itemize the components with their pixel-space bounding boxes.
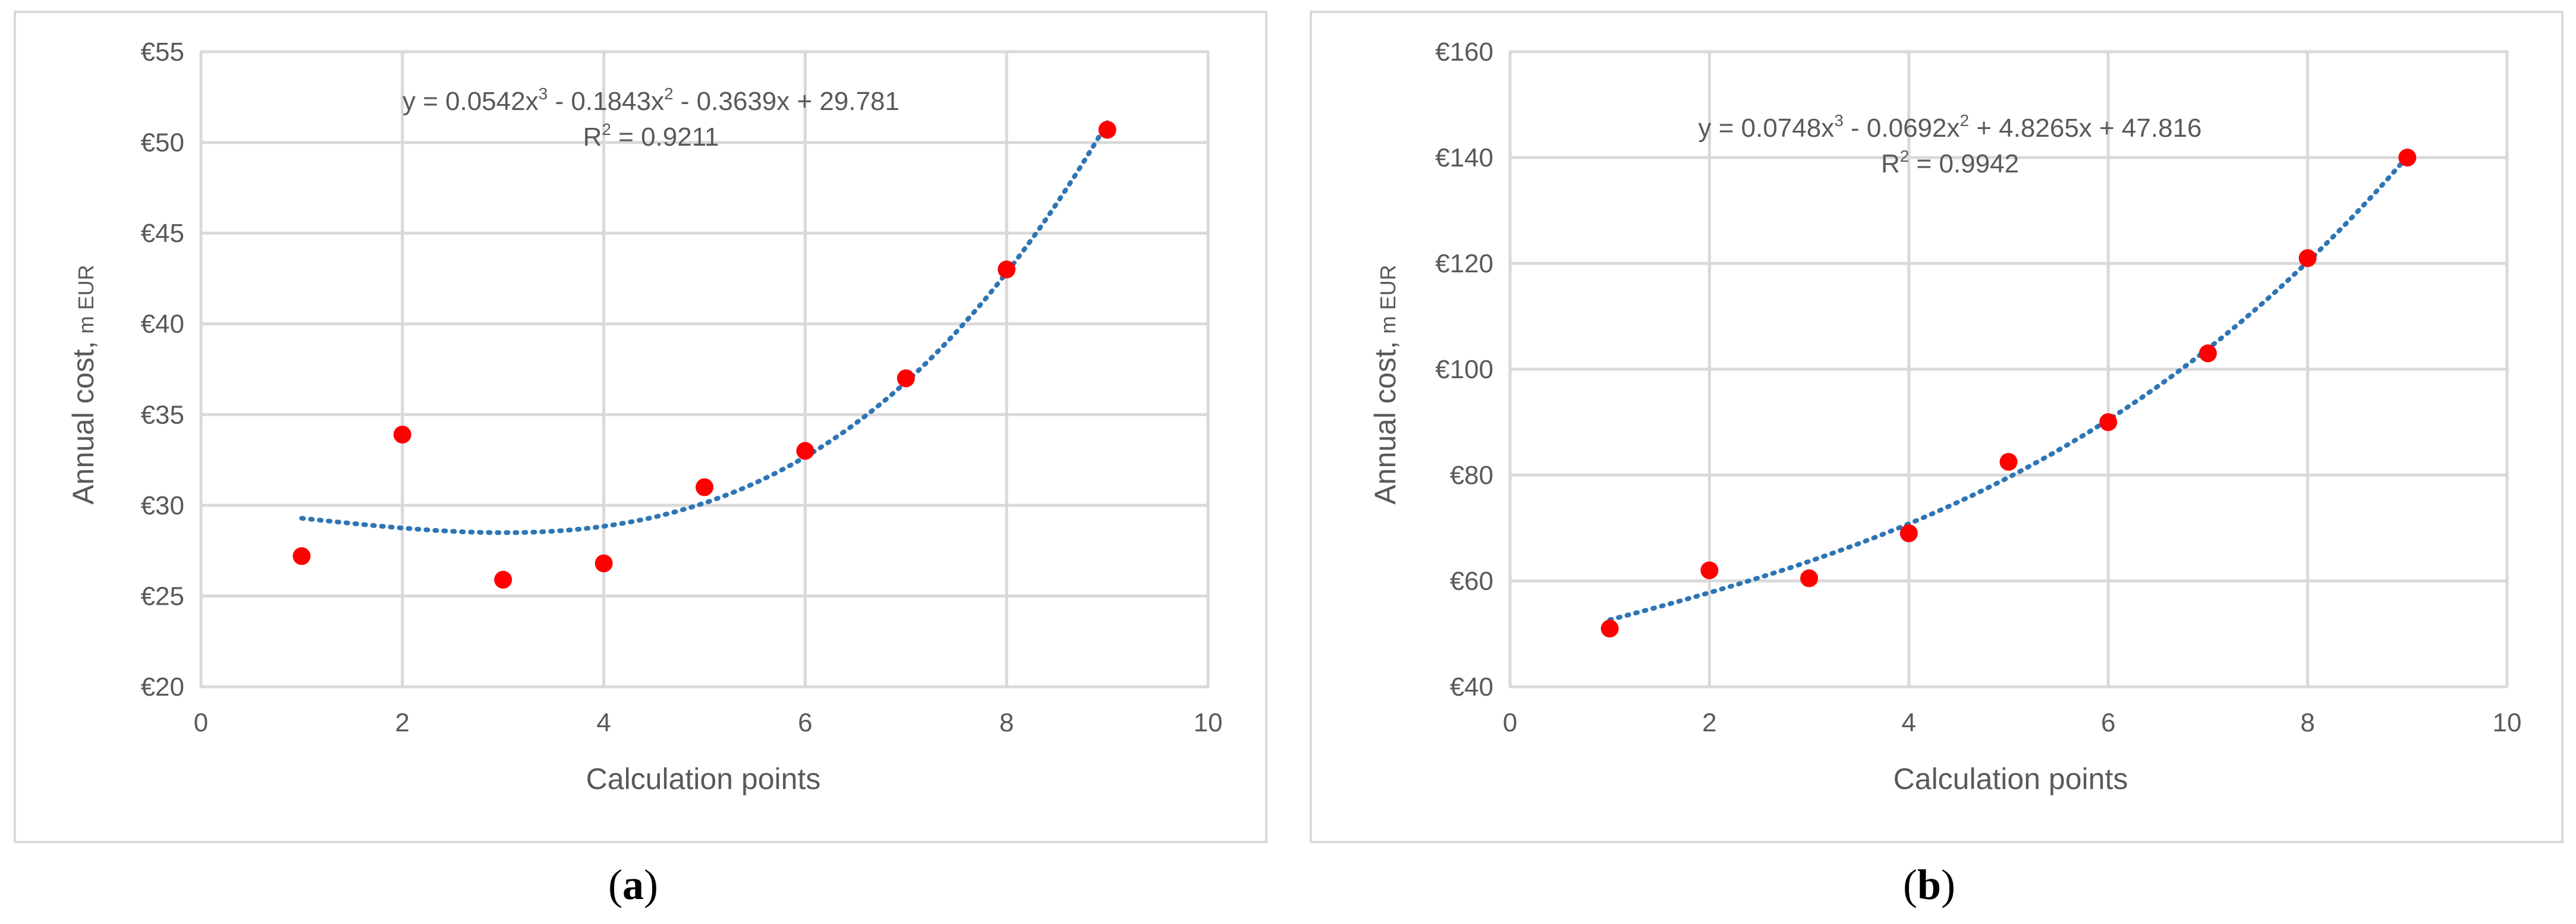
chart-b-y-tick-label: €120 [1435, 249, 1493, 278]
chart-b-y-tick-label: €140 [1435, 143, 1493, 172]
chart-b-frame [1310, 11, 2564, 843]
chart-b-y-ticks: €40 €60 €80 €100 €120 €140 €160 [1435, 37, 1493, 702]
chart-b-y-tick-label: €160 [1435, 37, 1493, 67]
chart-b-x-ticks: 0 2 4 6 8 10 [1503, 708, 2522, 737]
chart-a-data-point [595, 554, 613, 573]
chart-a-data-point [796, 442, 814, 460]
chart-b-plot-area [1509, 51, 2508, 688]
chart-a-data-point [393, 425, 411, 444]
chart-b-trendline [1607, 154, 2410, 623]
chart-b-caption: (b) [1903, 861, 1955, 909]
chart-b-y-tick-label: €40 [1450, 672, 1493, 702]
chart-b-y-tick-label: €100 [1435, 355, 1493, 384]
chart-b-x-tick-label: 10 [2493, 708, 2522, 737]
chart-b-data-point [1700, 561, 1719, 580]
chart-a-x-tick-label: 8 [999, 708, 1014, 737]
chart-a-r-squared: R2 = 0.9211 [583, 120, 719, 152]
chart-b-y-tick-label: €60 [1450, 567, 1493, 596]
chart-b-data-point [2398, 149, 2417, 166]
chart-b: €40 €60 €80 €100 €120 €140 €160 0 2 4 6 8 10 y = 0.… [1310, 11, 2564, 909]
chart-b-data-point [2298, 249, 2317, 268]
chart-b-y-axis-title: Annual cost,m EUR [1369, 265, 1402, 504]
chart-a-data-point [696, 478, 713, 496]
chart-a-y-axis-title: Annual cost,m EUR [67, 265, 100, 504]
chart-b-x-tick-label: 0 [1503, 708, 1517, 737]
chart-b-data-point [2099, 413, 2118, 431]
chart-a-x-ticks: 0 2 4 6 8 10 [194, 708, 1223, 737]
chart-a-y-tick-label: €35 [141, 400, 184, 429]
chart-b-x-axis-title: Calculation points [1894, 762, 2128, 796]
chart-a-y-ticks: €20 €25 €30 €35 €40 €45 €50 €55 [141, 37, 184, 702]
chart-a-x-tick-label: 0 [194, 708, 208, 737]
chart-b-equation: y = 0.0748x3 - 0.0692x2 + 4.8265x + 47.8… [1698, 111, 2201, 143]
chart-a-data-point [998, 260, 1016, 279]
chart-b-x-tick-label: 2 [1702, 708, 1716, 737]
chart-a-data-point [292, 547, 311, 565]
chart-a-x-tick-label: 4 [596, 708, 611, 737]
chart-b-x-tick-label: 8 [2300, 708, 2314, 737]
chart-a-y-tick-label: €50 [141, 128, 184, 158]
chart-b-x-tick-label: 4 [1902, 708, 1916, 737]
chart-a-y-tick-label: €45 [141, 219, 184, 248]
chart-a-trendline [299, 120, 1110, 535]
chart-a: €20 €25 €30 €35 €40 €45 €50 €55 0 2 4 6 8 10 y = 0.0… [14, 11, 1267, 909]
chart-b-y-tick-label: €80 [1450, 461, 1493, 490]
chart-b-data-point [1800, 569, 1819, 587]
chart-a-data-point [897, 369, 915, 388]
chart-a-y-tick-label: €30 [141, 491, 184, 520]
chart-a-y-tick-label: €20 [141, 672, 184, 702]
chart-a-data-point [1098, 121, 1116, 139]
chart-a-y-tick-label: €55 [141, 37, 184, 67]
chart-a-equation: y = 0.0542x3 - 0.1843x2 - 0.3639x + 29.7… [402, 84, 899, 116]
chart-a-y-tick-label: €40 [141, 310, 184, 339]
chart-a-frame [14, 11, 1267, 843]
chart-a-x-axis-title: Calculation points [586, 762, 821, 796]
chart-b-data-point [2198, 344, 2217, 363]
chart-b-points [1600, 149, 2417, 638]
chart-b-data-point [1899, 524, 1918, 542]
chart-b-r-squared: R2 = 0.9942 [1881, 147, 2019, 178]
chart-a-x-tick-label: 6 [798, 708, 812, 737]
chart-a-y-tick-label: €25 [141, 582, 184, 611]
chart-a-data-point [494, 570, 512, 589]
chart-a-x-tick-label: 10 [1194, 708, 1223, 737]
chart-b-x-tick-label: 6 [2101, 708, 2115, 737]
chart-a-caption: (a) [608, 861, 658, 909]
chart-a-plot-area [200, 51, 1209, 688]
chart-b-data-point [1999, 452, 2018, 471]
chart-a-x-tick-label: 2 [395, 708, 410, 737]
chart-a-points [292, 121, 1116, 589]
chart-b-data-point [1600, 620, 1619, 638]
